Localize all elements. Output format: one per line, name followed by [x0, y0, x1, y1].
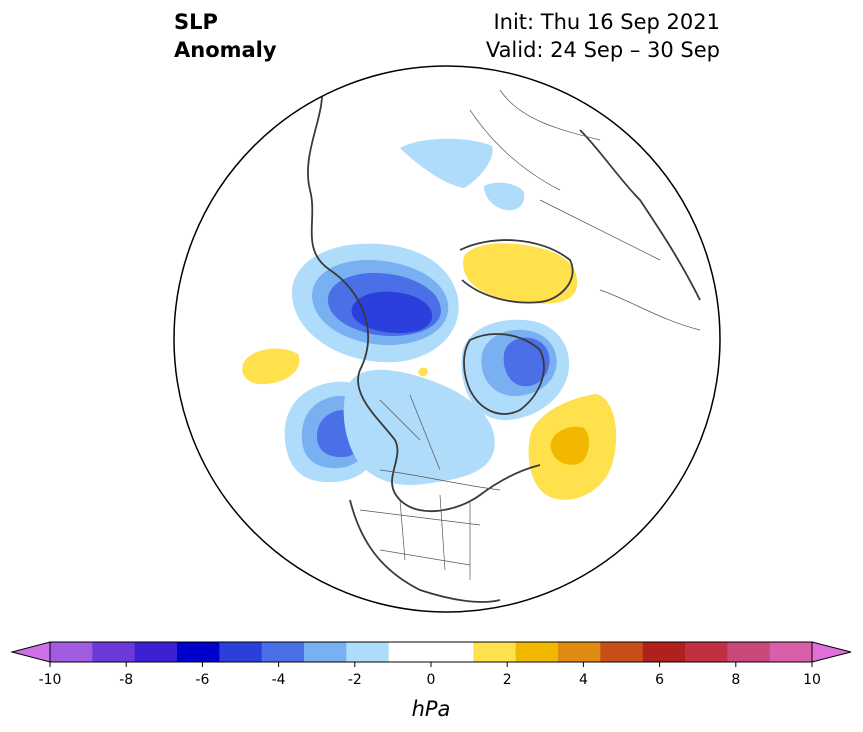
colorbar-segment — [92, 642, 136, 662]
colorbar-tick-label: 0 — [427, 672, 436, 688]
colorbar-segment — [727, 642, 771, 662]
colorbar-tick-label: -8 — [119, 672, 133, 688]
colorbar-segment — [304, 642, 347, 662]
colorbar: -10 -8 -6 -4 -2 0 2 4 6 8 10 hPa — [10, 641, 852, 721]
anomaly-arctic-low-1 — [400, 138, 493, 188]
colorbar-unit-label: hPa — [412, 697, 451, 721]
colorbar-tick-label: 4 — [579, 672, 588, 688]
country-borders — [359, 89, 701, 580]
anomaly-aleutian-low — [291, 243, 459, 363]
colorbar-segment — [388, 642, 432, 662]
colorbar-segment — [261, 642, 305, 662]
colorbar-segment — [177, 642, 220, 662]
coastlines — [307, 79, 701, 603]
map-title: SLP Anomaly — [174, 8, 277, 64]
colorbar-tick-label: -6 — [195, 672, 209, 688]
colorbar-segment — [431, 642, 474, 662]
colorbar-segment — [515, 642, 559, 662]
title-line-2: Anomaly — [174, 38, 277, 62]
anomaly-north-atlantic-high — [528, 394, 617, 500]
colorbar-segment — [769, 642, 813, 662]
anomaly-greenland-low — [461, 319, 570, 421]
colorbar-segment — [134, 642, 178, 662]
colorbar-extend-min — [10, 641, 51, 663]
colorbar-segment — [50, 642, 93, 662]
anomaly-arctic-high-small — [418, 367, 428, 377]
anomaly-siberian-high — [463, 243, 578, 304]
colorbar-tick-label: 10 — [803, 672, 821, 688]
colorbar-segment — [600, 642, 644, 662]
colorbar-tick-label: 8 — [731, 672, 740, 688]
polar-map — [173, 65, 721, 613]
colorbar-segment — [558, 642, 601, 662]
anomaly-pacific-high — [242, 348, 300, 385]
globe-outline — [173, 65, 721, 613]
colorbar-boxes — [10, 641, 852, 663]
init-date: Init: Thu 16 Sep 2021 — [493, 10, 720, 34]
colorbar-segment — [473, 642, 517, 662]
colorbar-extend-max — [811, 641, 852, 663]
colorbar-segment — [346, 642, 390, 662]
anomaly-canada-trough — [343, 369, 495, 486]
map-subtitle: Init: Thu 16 Sep 2021 Valid: 24 Sep – 30… — [486, 8, 720, 64]
colorbar-segment — [685, 642, 728, 662]
colorbar-tick-label: 6 — [655, 672, 664, 688]
valid-range: Valid: 24 Sep – 30 Sep — [485, 38, 720, 62]
title-line-1: SLP — [174, 10, 218, 34]
colorbar-tick-label: -4 — [272, 672, 286, 688]
colorbar-ticks: -10 -8 -6 -4 -2 0 2 4 6 8 10 — [39, 662, 821, 688]
anomaly-arctic-low-2 — [484, 182, 525, 211]
anomaly-fills — [242, 138, 617, 500]
colorbar-segment — [642, 642, 686, 662]
colorbar-segment — [219, 642, 263, 662]
colorbar-tick-label: -10 — [39, 672, 62, 688]
colorbar-tick-label: -2 — [348, 672, 362, 688]
colorbar-tick-label: 2 — [503, 672, 512, 688]
